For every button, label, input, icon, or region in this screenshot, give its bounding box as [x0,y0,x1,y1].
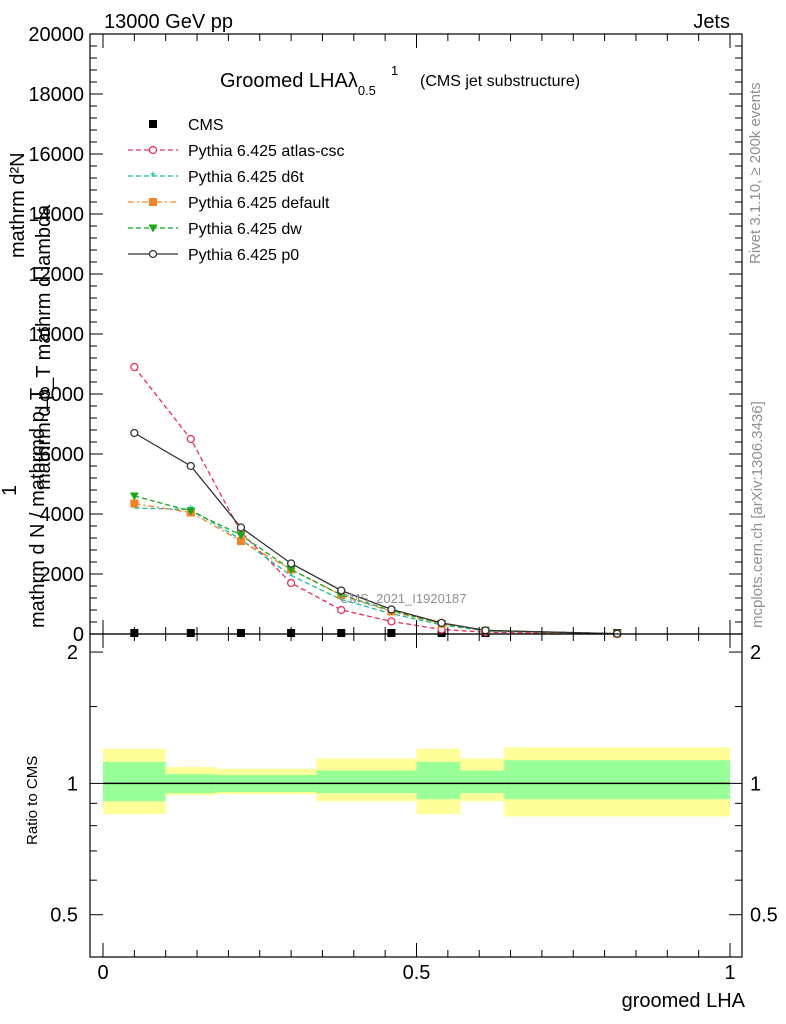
data-point: * [132,500,138,516]
ratio-ylabel: Ratio to CMS [24,756,41,845]
series-pythia-6-425-default [130,499,622,638]
data-point: * [339,592,345,608]
data-point [437,618,446,628]
legend-marker [149,120,157,128]
inner-band [504,760,730,800]
ylabel-line-1: mathrm d²N [7,152,29,258]
title-symbol: λ [348,70,358,92]
legend-label: Pythia 6.425 d6t [188,169,304,186]
data-point [130,499,139,508]
inner-band [316,770,417,794]
y-tick-label: 4000 [40,504,85,526]
ylabel-line-3: 1 [0,485,21,496]
ratio-bands [103,747,730,817]
data-point [186,461,195,471]
data-point [286,578,296,588]
lower-panel: 0.5 0.51 12 20 0.5 1 Ratio to CMS groomed LHA [24,34,778,1012]
data-point [337,586,346,595]
legend-marker [148,145,158,155]
title-main: Groomed LHA [220,70,348,92]
chart-title: Groomed LHAλ0.5 [220,70,376,98]
y-tick-label: 12000 [28,264,84,286]
legend-label: Pythia 6.425 atlas-csc [188,143,345,160]
legend-label: Pythia 6.425 p0 [188,247,299,264]
data-point [286,559,296,568]
y-tick-label: 18000 [28,84,84,106]
series-line [133,366,618,635]
x-tick-label: 0 [97,962,108,984]
data-point [481,626,490,635]
legend: CMS Pythia 6.425 atlas-csc * Pythia 6.425 d… [128,117,345,264]
x-tick-label: 0.5 [403,962,431,984]
data-point [129,492,139,501]
ratio-y-tick-label: 2 [67,642,78,664]
data-point [236,531,246,540]
series-line [134,502,618,635]
data-point [337,629,346,637]
header-right: Jets [693,11,730,33]
legend-marker [149,198,157,206]
rivet-label: Rivet 3.1.10, ≥ 200k events [747,82,764,264]
y-tick-label: 2000 [40,564,85,586]
data-point [286,566,296,574]
inner-band [103,761,166,802]
data-point [337,605,346,615]
y-tick-label: 6000 [40,444,85,466]
title-sup: 1 [391,63,398,78]
y-tick-label: 0 [73,624,84,646]
y-tick-label: 10000 [28,324,84,346]
y-tick-label: 16000 [28,144,84,166]
legend-label: Pythia 6.425 dw [188,221,302,238]
upper-y-label: mathrm d²N mathrm d p_T mathrm d lambda … [0,152,55,628]
ratio-y-tick-label: 1 [67,773,78,795]
legend-marker [148,249,158,259]
upper-y-ticks: 0 2000 4000 6000 8000 10000 12000 14000 16000 180… [28,24,742,646]
inner-band [416,761,461,800]
x-tick-label: 1 [724,962,735,984]
inner-band [460,770,505,794]
ylabel-line-2: mathrm d p_T mathrm d lambda [33,204,55,490]
series-line [134,495,618,635]
data-point [186,434,195,444]
upper-series: ********* [129,362,622,642]
ratio-y-tick-label: 0.5 [50,905,78,927]
legend-label: CMS [188,117,224,134]
y-tick-label: 20000 [28,24,84,46]
data-point: * [288,568,294,584]
lower-ticks: 0.5 0.51 12 20 0.5 1 [50,34,778,984]
data-point [236,537,245,545]
watermark: CMS_2021_I1920187 [340,591,467,606]
ratio-y-tick-label-right: 2 [750,642,761,664]
data-point [236,523,246,532]
series-line [134,507,618,635]
upper-panel: 0 2000 4000 6000 8000 10000 12000 14000 16000 180… [0,24,743,646]
y-tick-label: 8000 [40,384,85,406]
x-axis-label: groomed LHA [622,990,746,1012]
data-point [236,629,245,637]
title-sub: 0.5 [358,83,376,98]
series-cms [130,629,622,637]
data-point [387,629,396,637]
data-point [186,629,195,637]
ratio-y-tick-label-right: 1 [750,773,761,795]
legend-marker [148,224,158,233]
data-point [130,362,139,372]
legend-marker: * [150,168,156,184]
series-pythia-6-425-p0 [130,428,622,638]
chart-subtitle: (CMS jet substructure) [420,73,580,90]
header-left: 13000 GeV pp [104,11,233,33]
data-point [387,617,396,626]
data-point [186,507,196,516]
data-point [130,428,139,438]
legend-label: Pythia 6.425 default [188,195,330,212]
y-tick-label: 14000 [28,204,84,226]
mcplots-label: mcplots.cern.ch [arXiv:1306.3436] [749,401,766,628]
ratio-y-tick-label-right: 0.5 [750,905,778,927]
series-pythia-6-425-dw [129,492,622,639]
ylabel-line-4: mathrm d N / mathrmd p_T [27,388,49,628]
data-point [387,605,396,614]
